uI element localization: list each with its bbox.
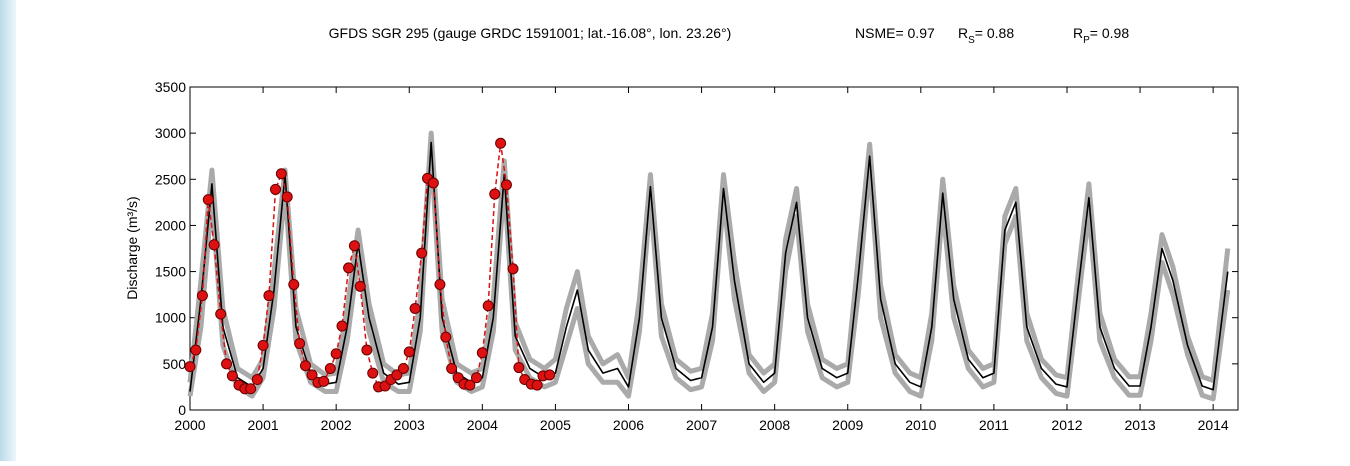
x-tick-label: 2000 <box>174 417 205 433</box>
y-axis-label: Discharge (m³/s) <box>124 196 140 299</box>
data-point <box>470 372 482 384</box>
data-point <box>294 338 306 350</box>
data-point <box>251 374 263 386</box>
x-tick-label: 2014 <box>1198 417 1229 433</box>
x-tick-label: 2007 <box>686 417 717 433</box>
data-point <box>336 320 348 332</box>
x-tick-label: 2005 <box>540 417 571 433</box>
data-point <box>434 278 446 290</box>
data-point <box>354 280 366 292</box>
data-point <box>482 300 494 312</box>
y-tick-label: 0 <box>178 402 186 418</box>
data-point <box>531 379 543 391</box>
data-point <box>299 360 311 372</box>
data-point <box>544 369 556 381</box>
stat: RS= 0.88 <box>958 25 1014 46</box>
data-point <box>288 278 300 290</box>
y-tick-label: 3500 <box>155 79 186 95</box>
data-point <box>367 367 379 379</box>
data-point <box>495 137 507 149</box>
data-point <box>257 339 269 351</box>
data-point <box>391 369 403 381</box>
x-tick-label: 2012 <box>1051 417 1082 433</box>
x-tick-label: 2011 <box>979 417 1009 433</box>
data-point <box>306 369 318 381</box>
stats: NSME= 0.97 RS= 0.88 RP= 0.98 <box>855 25 1129 46</box>
data-point <box>275 168 287 180</box>
data-point <box>270 183 282 195</box>
data-point <box>361 344 373 356</box>
data-point <box>215 308 227 320</box>
data-point <box>184 361 196 373</box>
x-tick-label: 2006 <box>613 417 644 433</box>
y-tick-label: 2500 <box>155 171 186 187</box>
data-point <box>263 290 275 302</box>
data-point <box>343 262 355 274</box>
data-point <box>464 379 476 391</box>
series-line <box>187 130 1231 383</box>
data-point <box>427 177 439 189</box>
data-point <box>513 362 525 374</box>
chart-title: GFDS SGR 295 (gauge GRDC 1591001; lat.-1… <box>329 25 732 41</box>
x-tick-label: 2003 <box>394 417 425 433</box>
data-point <box>416 247 428 259</box>
data-point <box>226 370 238 382</box>
x-tick-label: 2004 <box>467 417 498 433</box>
data-point <box>196 290 208 302</box>
data-point <box>245 383 257 395</box>
data-point <box>202 194 214 206</box>
x-tick-label: 2002 <box>321 417 352 433</box>
data-point <box>221 358 233 370</box>
plot-frame <box>189 86 1239 411</box>
data-point <box>281 191 293 203</box>
x-tick-label: 2008 <box>759 417 790 433</box>
series-line <box>189 141 1229 392</box>
data-point <box>440 331 452 343</box>
stat: NSME= 0.97 <box>855 25 935 41</box>
data-point <box>507 263 519 275</box>
x-tick-label: 2013 <box>1124 417 1155 433</box>
side-strip <box>0 0 16 461</box>
data-point <box>409 302 421 314</box>
data-point <box>403 346 415 358</box>
x-tick-label: 2001 <box>248 417 279 433</box>
data-point <box>476 347 488 359</box>
y-tick-label: 3000 <box>155 125 186 141</box>
data-point <box>397 362 409 374</box>
y-tick-label: 1500 <box>155 264 186 280</box>
data-point <box>489 188 501 200</box>
y-tick-label: 1000 <box>155 310 186 326</box>
data-point <box>318 375 330 387</box>
y-tick-label: 500 <box>163 356 187 372</box>
data-point <box>330 348 342 360</box>
series-line <box>187 149 1231 402</box>
y-tick-label: 2000 <box>155 217 186 233</box>
stat: RP= 0.98 <box>1073 25 1129 46</box>
data-point <box>208 239 220 251</box>
data-point <box>446 362 458 374</box>
data-point <box>324 362 336 374</box>
x-tick-label: 2010 <box>905 417 936 433</box>
data-point <box>500 179 512 191</box>
data-point <box>348 240 360 252</box>
x-tick-label: 2009 <box>832 417 863 433</box>
data-point <box>190 344 202 356</box>
